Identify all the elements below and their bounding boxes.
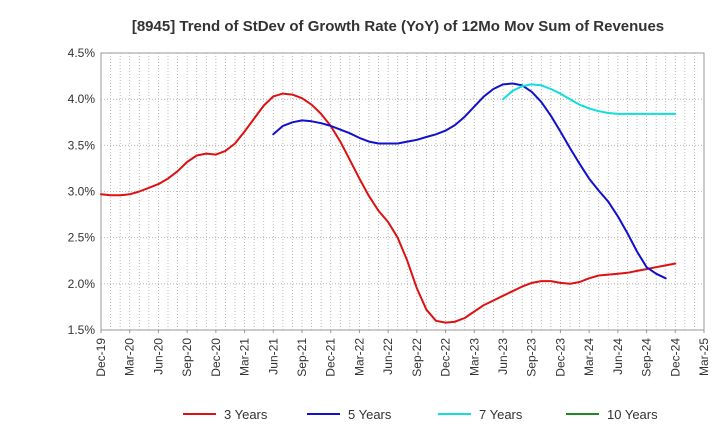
series-lines	[100, 82, 677, 324]
y-tick-label: 3.5%	[68, 138, 96, 152]
series-line-7-years	[502, 83, 677, 115]
x-tick-label: Sep-21	[295, 338, 309, 377]
x-tick-label: Sep-23	[525, 338, 539, 377]
x-tick-label: Mar-24	[582, 338, 596, 376]
y-tick-label: 2.5%	[68, 231, 96, 245]
y-tick-label: 2.0%	[68, 277, 96, 291]
y-tick-label: 3.0%	[68, 185, 96, 199]
x-tick-label: Dec-19	[94, 338, 108, 377]
x-tick-label: Dec-20	[209, 338, 223, 377]
series-line-5-years	[272, 82, 667, 280]
x-tick-label: Mar-23	[467, 338, 481, 376]
x-tick-label: Dec-24	[668, 338, 682, 377]
x-tick-label: Dec-22	[439, 338, 453, 377]
x-tick-label: Jun-22	[381, 338, 395, 375]
x-tick-label: Mar-21	[238, 338, 252, 376]
x-tick-label: Sep-22	[410, 338, 424, 377]
x-tick-label: Jun-21	[266, 338, 280, 375]
legend-label: 5 Years	[348, 407, 392, 422]
y-axis-ticks: 4.5% 4.0% 3.5% 3.0% 2.5% 2.0% 1.5%	[68, 46, 96, 337]
y-tick-label: 4.0%	[68, 92, 96, 106]
legend-label: 10 Years	[607, 407, 658, 422]
x-tick-label: Jun-24	[611, 338, 625, 375]
plot-area	[100, 52, 705, 331]
legend: 3 Years 5 Years 7 Years 10 Years	[183, 407, 658, 422]
x-tick-label: Jun-20	[151, 338, 165, 375]
x-tick-label: Jun-23	[496, 338, 510, 375]
y-tick-label: 1.5%	[68, 323, 96, 337]
y-tick-label: 4.5%	[68, 46, 96, 60]
legend-label: 3 Years	[224, 407, 268, 422]
x-tick-label: Mar-20	[123, 338, 137, 376]
x-tick-label: Mar-22	[352, 338, 366, 376]
x-tick-label: Sep-20	[180, 338, 194, 377]
x-tick-label: Sep-24	[640, 338, 654, 377]
x-tick-label: Dec-21	[324, 338, 338, 377]
legend-label: 7 Years	[479, 407, 523, 422]
x-axis-ticks: Dec-19 Mar-20 Jun-20 Sep-20 Dec-20 Mar-21 Jun-…	[94, 330, 711, 377]
series-line-3-years	[100, 92, 677, 324]
x-tick-label: Mar-25	[697, 338, 711, 376]
chart-title: [8945] Trend of StDev of Growth Rate (Yo…	[132, 18, 664, 35]
x-tick-label: Dec-23	[553, 338, 567, 377]
